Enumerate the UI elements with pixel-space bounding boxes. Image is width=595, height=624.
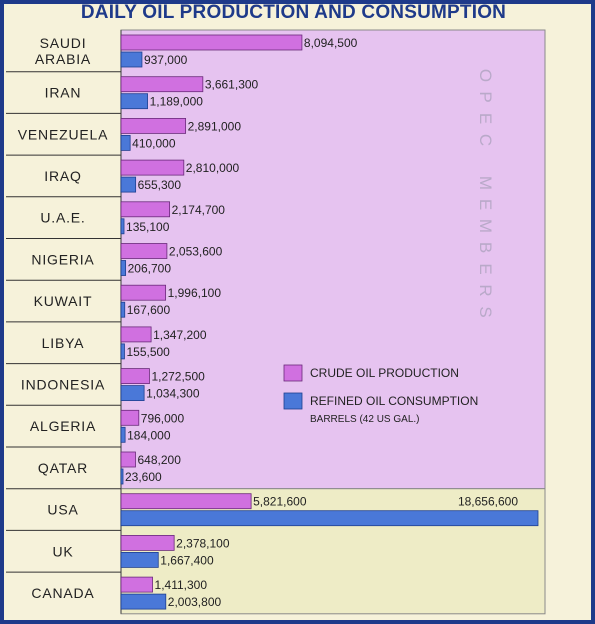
production-value-label: 3,661,300 bbox=[205, 78, 259, 92]
production-bar bbox=[120, 535, 175, 551]
category-label: ARABIA bbox=[35, 51, 91, 67]
production-value-label: 2,891,000 bbox=[188, 119, 242, 133]
opec-label-letter: P bbox=[476, 91, 495, 103]
opec-label-letter: M bbox=[476, 219, 495, 234]
consumption-bar bbox=[120, 51, 143, 68]
consumption-bar bbox=[120, 593, 167, 610]
category-label: USA bbox=[47, 502, 78, 518]
category-label: SAUDI bbox=[40, 35, 87, 51]
opec-label-letter: B bbox=[476, 242, 495, 254]
production-bar bbox=[120, 159, 185, 176]
consumption-bar bbox=[120, 385, 145, 402]
consumption-value-label: 206,700 bbox=[128, 262, 172, 276]
consumption-value-label: 937,000 bbox=[144, 53, 188, 67]
consumption-bar bbox=[120, 552, 159, 568]
production-value-label: 1,347,200 bbox=[153, 328, 207, 342]
consumption-bar bbox=[120, 260, 127, 276]
production-bar bbox=[120, 284, 167, 301]
production-bar bbox=[120, 409, 140, 426]
production-bar bbox=[120, 118, 187, 134]
chart-title: DAILY OIL PRODUCTION AND CONSUMPTION bbox=[80, 2, 507, 23]
legend-consumption-swatch bbox=[283, 392, 303, 410]
production-bar bbox=[120, 576, 153, 593]
production-value-label: 1,411,300 bbox=[155, 578, 208, 592]
consumption-value-label: 18,656,600 bbox=[458, 495, 518, 509]
category-label: IRAQ bbox=[44, 168, 81, 184]
consumption-value-label: 1,667,400 bbox=[160, 553, 214, 567]
category-label: U.A.E. bbox=[40, 210, 85, 226]
production-value-label: 2,810,000 bbox=[186, 161, 240, 175]
legend-consumption-label: REFINED OIL CONSUMPTION bbox=[310, 394, 478, 408]
production-value-label: 796,000 bbox=[141, 411, 185, 425]
production-bar bbox=[120, 493, 252, 510]
consumption-bar bbox=[120, 426, 126, 443]
consumption-value-label: 184,000 bbox=[127, 428, 171, 442]
production-bar bbox=[120, 34, 303, 51]
opec-panel bbox=[120, 29, 546, 490]
production-value-label: 2,053,600 bbox=[169, 245, 223, 259]
consumption-bar bbox=[120, 218, 125, 235]
consumption-bar bbox=[120, 301, 126, 318]
consumption-value-label: 135,100 bbox=[126, 220, 170, 234]
consumption-value-label: 1,189,000 bbox=[150, 95, 204, 109]
consumption-bar bbox=[120, 93, 148, 110]
legend-production-label: CRUDE OIL PRODUCTION bbox=[310, 366, 459, 380]
consumption-value-label: 2,003,800 bbox=[168, 595, 222, 609]
category-label: VENEZUELA bbox=[18, 126, 108, 142]
consumption-bar bbox=[120, 176, 137, 193]
production-bar bbox=[120, 368, 150, 385]
production-bar bbox=[120, 326, 152, 343]
consumption-bar bbox=[120, 134, 131, 151]
production-value-label: 1,996,100 bbox=[168, 286, 222, 300]
production-bar bbox=[120, 201, 171, 218]
category-label: QATAR bbox=[38, 460, 88, 476]
consumption-value-label: 1,034,300 bbox=[146, 387, 200, 401]
production-value-label: 5,821,600 bbox=[253, 495, 307, 509]
category-label: IRAN bbox=[45, 85, 82, 101]
opec-label-letter: E bbox=[476, 199, 495, 211]
non-opec-panel bbox=[120, 488, 546, 615]
production-bar bbox=[120, 76, 204, 93]
legend-unit-note: BARRELS (42 US GAL.) bbox=[310, 414, 419, 425]
category-label: CANADA bbox=[31, 585, 94, 601]
category-label: LIBYA bbox=[42, 335, 85, 351]
production-value-label: 2,174,700 bbox=[172, 203, 226, 217]
consumption-value-label: 655,300 bbox=[138, 178, 182, 192]
production-bar bbox=[120, 243, 168, 259]
consumption-bar bbox=[120, 510, 539, 527]
category-label: KUWAIT bbox=[34, 293, 93, 309]
consumption-bar bbox=[120, 343, 125, 360]
opec-label-letter: E bbox=[476, 263, 495, 275]
consumption-value-label: 410,000 bbox=[132, 136, 176, 150]
consumption-value-label: 23,600 bbox=[125, 470, 162, 484]
consumption-value-label: 167,600 bbox=[127, 303, 171, 317]
consumption-bar bbox=[120, 468, 124, 485]
consumption-value-label: 155,500 bbox=[126, 345, 170, 359]
opec-label-letter: M bbox=[476, 176, 495, 191]
legend-production-swatch bbox=[283, 364, 303, 382]
opec-label-letter: O bbox=[476, 69, 495, 83]
category-label: INDONESIA bbox=[21, 376, 105, 392]
category-label: ALGERIA bbox=[30, 418, 96, 434]
opec-label-letter: E bbox=[476, 113, 495, 125]
production-bar bbox=[120, 451, 136, 468]
production-value-label: 1,272,500 bbox=[151, 370, 205, 384]
opec-label-letter: C bbox=[476, 134, 495, 147]
opec-label-letter: R bbox=[476, 284, 495, 297]
production-value-label: 2,378,100 bbox=[176, 536, 230, 550]
production-value-label: 8,094,500 bbox=[304, 36, 358, 50]
category-label: UK bbox=[52, 543, 73, 559]
production-value-label: 648,200 bbox=[137, 453, 181, 467]
opec-label-letter: S bbox=[476, 306, 495, 318]
category-label: NIGERIA bbox=[31, 251, 94, 267]
